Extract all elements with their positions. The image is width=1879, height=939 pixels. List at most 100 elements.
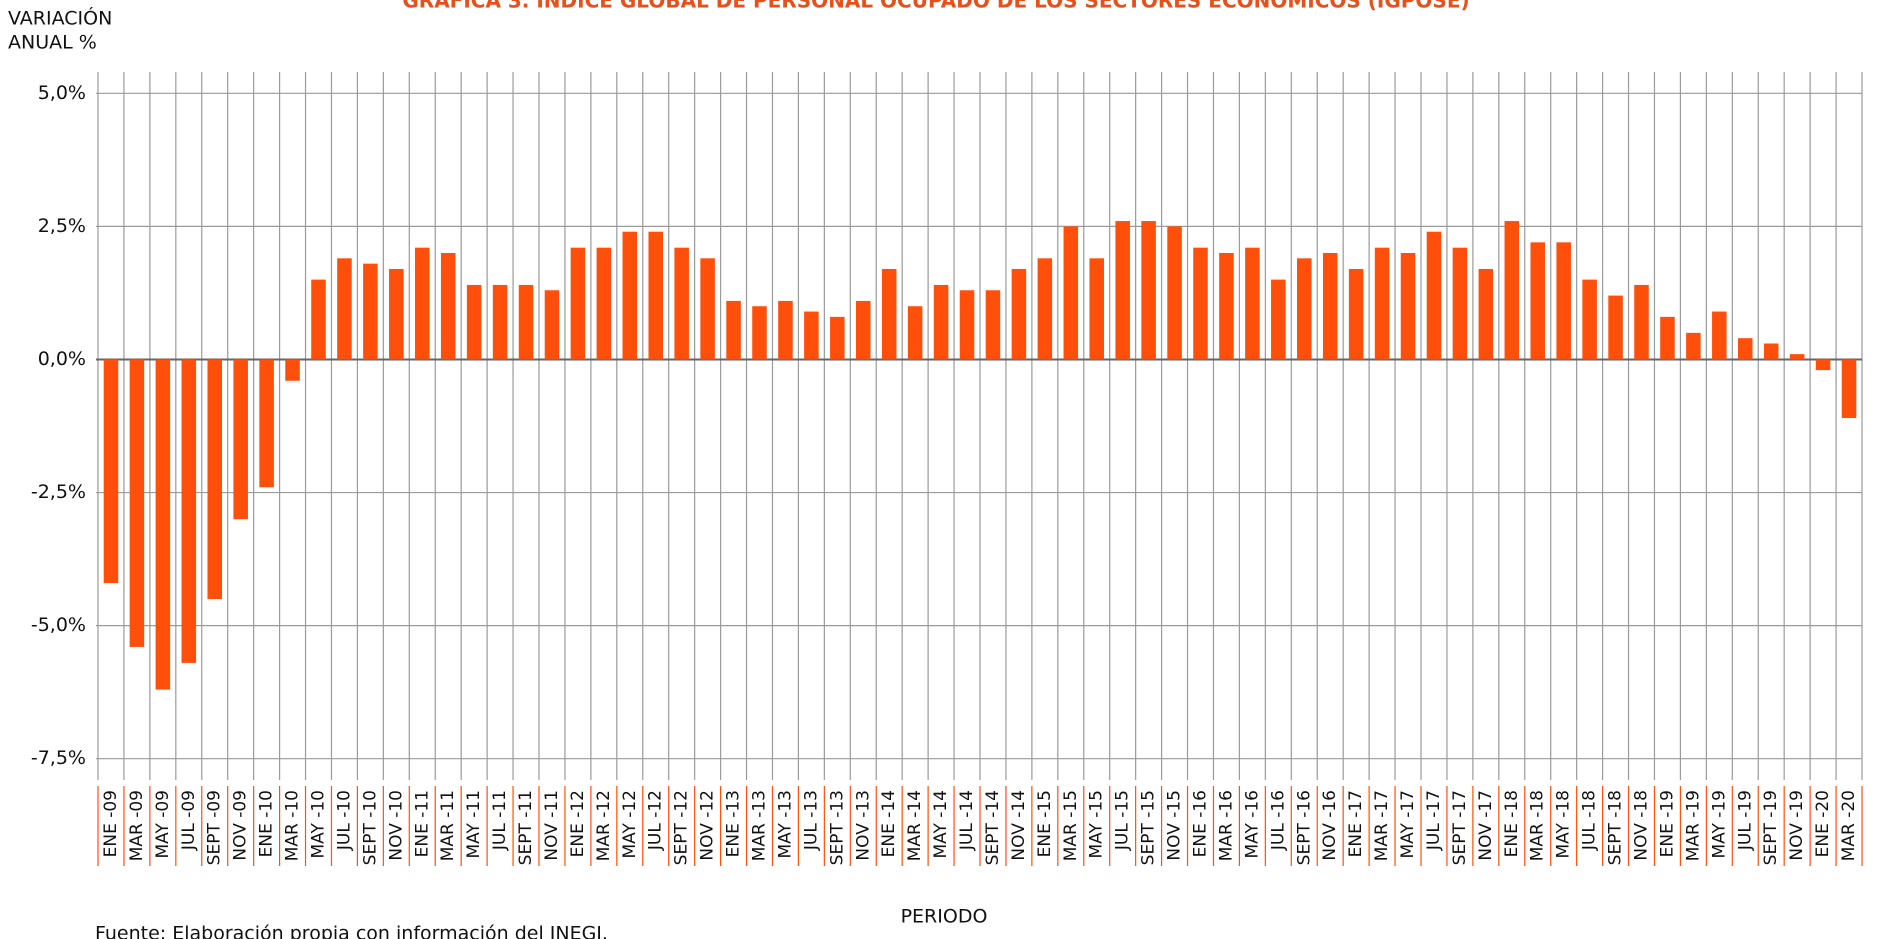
bar — [1556, 242, 1571, 360]
x-tick-label: ENE -09 — [101, 790, 121, 857]
bar — [648, 231, 663, 360]
bar — [1582, 279, 1597, 360]
x-tick-label: SEPT -17 — [1450, 790, 1470, 865]
bar — [674, 247, 689, 360]
bar — [1063, 226, 1079, 360]
bar — [1089, 258, 1104, 360]
bar — [518, 284, 534, 360]
bar — [1297, 258, 1312, 360]
x-tick-label: ENE -15 — [1035, 790, 1055, 857]
x-tick-label: NOV -13 — [853, 790, 873, 861]
bar — [1841, 359, 1857, 419]
bar — [1426, 231, 1442, 360]
y-tick-label: 0,0% — [38, 348, 86, 370]
x-tick-label: NOV -12 — [698, 790, 718, 861]
x-tick-label: SEPT -09 — [205, 790, 225, 865]
x-tick-label: MAR -12 — [594, 790, 614, 861]
bar — [259, 359, 274, 488]
x-tick-label: ENE -18 — [1502, 790, 1522, 857]
y-tick-label: -5,0% — [31, 614, 86, 636]
bar — [1193, 247, 1208, 360]
bar — [1712, 311, 1727, 360]
bar — [415, 247, 430, 360]
bar — [1478, 268, 1494, 360]
x-tick-label: MAY -16 — [1242, 790, 1262, 859]
x-tick-label: ENE -13 — [724, 790, 744, 857]
y-tick-label: 2,5% — [38, 215, 86, 237]
bar — [1815, 359, 1831, 371]
x-tick-label: JUL -19 — [1735, 790, 1755, 851]
x-tick-label: NOV -15 — [1165, 790, 1185, 861]
x-tick-label: JUL -14 — [957, 790, 977, 851]
bar — [1348, 268, 1364, 360]
bar — [1452, 247, 1468, 360]
bar — [207, 359, 222, 600]
bar — [622, 231, 638, 360]
x-tick-label: MAR -18 — [1528, 790, 1548, 861]
x-tick-label: SEPT -12 — [672, 790, 692, 865]
bar — [181, 359, 197, 663]
bar — [1219, 252, 1234, 360]
bar — [492, 284, 508, 360]
x-tick-label: JUL -12 — [646, 790, 666, 851]
bar — [933, 284, 949, 360]
x-tick-label: MAR -09 — [127, 790, 147, 861]
x-tick-label: MAR -11 — [438, 790, 458, 861]
x-tick-label: NOV -16 — [1320, 790, 1340, 861]
y-axis-label: VARIACIÓN — [8, 6, 112, 30]
x-tick-label: MAR -20 — [1839, 790, 1859, 861]
bar — [1271, 279, 1286, 360]
x-tick-label: NOV -18 — [1632, 790, 1652, 861]
bar — [881, 268, 897, 360]
bar — [1400, 252, 1416, 360]
bar — [1660, 316, 1675, 360]
x-tick-label: MAR -16 — [1216, 790, 1236, 861]
x-tick-label: MAY -09 — [153, 790, 173, 859]
x-tick-label: NOV -19 — [1787, 790, 1807, 861]
bar — [1789, 354, 1805, 360]
x-tick-label: ENE -10 — [257, 790, 277, 857]
x-tick-label: ENE -11 — [412, 790, 432, 857]
bar — [155, 359, 171, 690]
x-tick-label: MAY -13 — [775, 790, 795, 859]
bar — [700, 258, 715, 360]
x-tick-label: MAR -15 — [1061, 790, 1081, 861]
x-tick-label: JUL -18 — [1580, 790, 1600, 851]
x-tick-label: ENE -12 — [568, 790, 588, 857]
y-tick-label: -2,5% — [31, 481, 86, 503]
bar — [752, 306, 767, 360]
x-tick-label: JUL -17 — [1424, 790, 1444, 851]
x-tick-label: JUL -13 — [801, 790, 821, 851]
bar — [544, 290, 560, 360]
bar — [466, 284, 482, 360]
x-tick-label: NOV -11 — [542, 790, 562, 861]
chart-title: GRÁFICA 3. ÍNDICE GLOBAL DE PERSONAL OCU… — [402, 0, 1469, 13]
bar — [907, 306, 923, 360]
x-tick-label: SEPT -15 — [1139, 790, 1159, 865]
bar — [1037, 258, 1053, 360]
bar — [1608, 295, 1623, 360]
x-tick-label: MAY -17 — [1398, 790, 1418, 859]
x-tick-label: SEPT -16 — [1294, 790, 1314, 865]
x-tick-label: MAY -18 — [1554, 790, 1574, 859]
bar — [596, 247, 612, 360]
x-tick-label: MAY -11 — [464, 790, 484, 859]
y-axis-label: ANUAL % — [8, 32, 97, 54]
bar — [1530, 242, 1545, 360]
bar — [1686, 332, 1701, 360]
bar — [804, 311, 819, 360]
x-tick-label: MAY -10 — [309, 790, 329, 859]
x-tick-label: ENE -20 — [1813, 790, 1833, 857]
x-tick-label: MAR -17 — [1372, 790, 1392, 861]
source-note: Fuente: Elaboración propia con informaci… — [95, 923, 608, 939]
bar — [103, 359, 119, 584]
bar — [1374, 247, 1390, 360]
bar — [363, 263, 378, 360]
bar — [726, 300, 741, 360]
bar — [1115, 221, 1130, 360]
bar — [1167, 226, 1182, 360]
x-tick-label: SEPT -11 — [516, 790, 536, 865]
x-tick-label: ENE -14 — [879, 790, 899, 857]
x-tick-label: SEPT -18 — [1606, 790, 1626, 865]
